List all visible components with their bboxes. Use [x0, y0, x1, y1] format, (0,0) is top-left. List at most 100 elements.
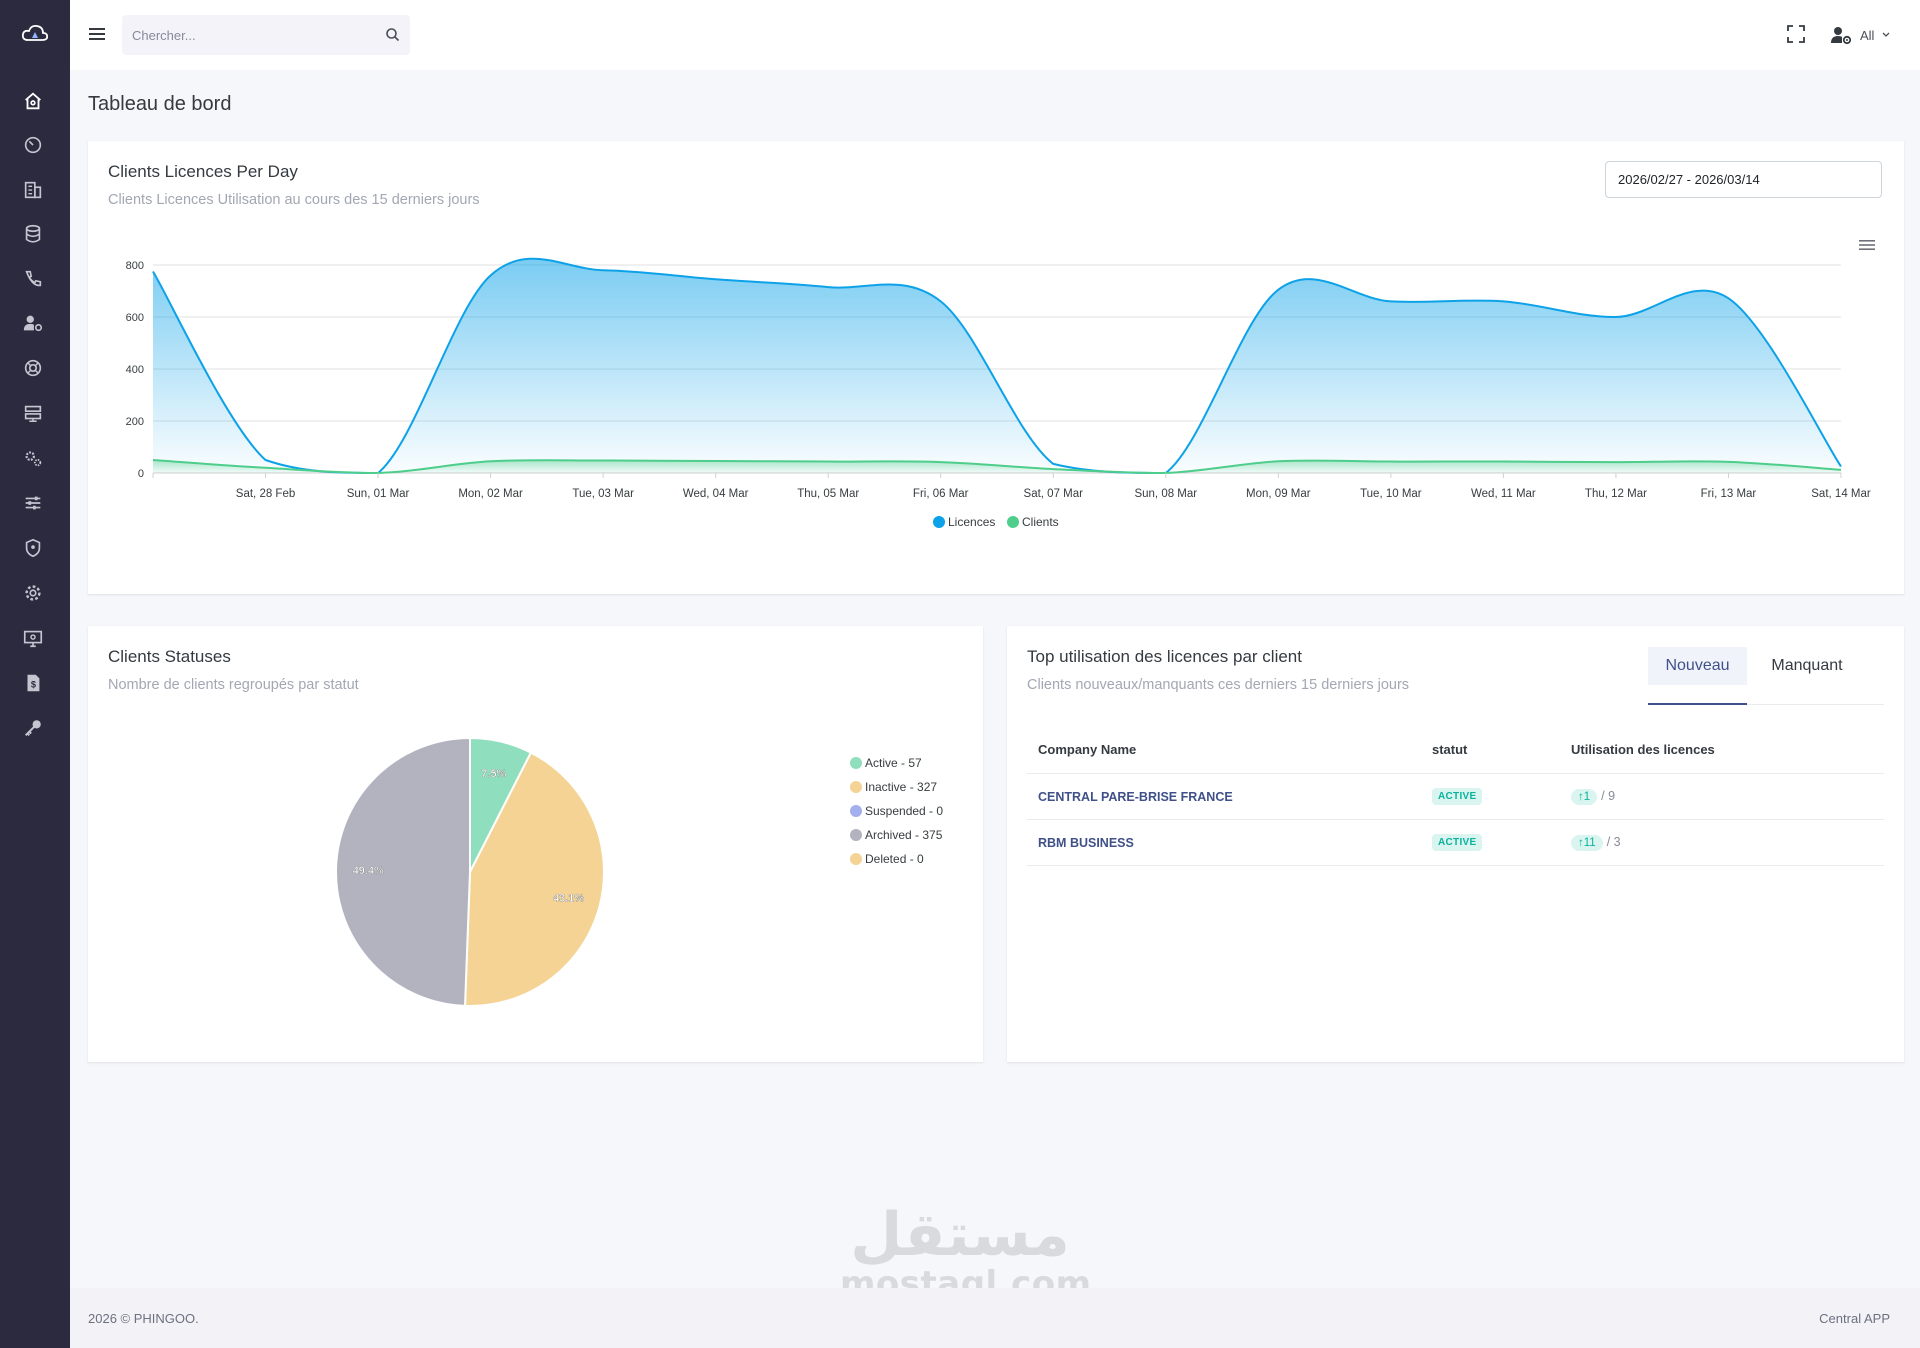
x-tick-label: Sat, 28 Feb — [236, 488, 295, 500]
company-link[interactable]: RBM BUSINESS — [1038, 835, 1134, 850]
database-icon — [25, 224, 41, 243]
card-subtitle: Clients nouveaux/manquants ces derniers … — [1027, 677, 1410, 693]
user-settings-icon — [23, 315, 43, 332]
sidebar-item-home[interactable] — [20, 88, 46, 114]
page-title: Tableau de bord — [88, 93, 232, 115]
x-tick-label: Mon, 02 Mar — [458, 488, 523, 500]
sidebar-item-building[interactable] — [20, 177, 46, 203]
sidebar-item-key[interactable] — [20, 715, 46, 741]
legend-label-inactive: Inactive - 327 — [865, 780, 937, 794]
x-tick-label: Mon, 09 Mar — [1246, 488, 1311, 500]
pie-slice-label: 7.5% — [481, 768, 506, 780]
sidebar-item-sliders[interactable] — [20, 490, 46, 516]
phone-call-icon — [25, 270, 42, 287]
footer: 2026 © PHINGOO. Central APP — [70, 1288, 1920, 1348]
column-header-company: Company Name — [1027, 726, 1421, 774]
user-scope-label: All — [1860, 27, 1875, 43]
table-header-row: Company Name statut Utilisation des lice… — [1027, 726, 1884, 774]
sidebar-item-database[interactable] — [20, 221, 46, 247]
pie-slice-label: 49.4% — [353, 865, 384, 877]
column-header-status: statut — [1421, 726, 1560, 774]
sidebar-item-phone-call[interactable] — [20, 266, 46, 292]
tabs-divider — [1648, 704, 1884, 705]
invoice-dollar-icon: $ — [27, 674, 40, 692]
watermark-arabic: مستقل — [850, 1200, 1070, 1270]
series-area-clients — [153, 460, 1841, 473]
server-icon — [24, 405, 42, 422]
tab-nouveau[interactable]: Nouveau — [1648, 647, 1747, 685]
date-range-picker[interactable] — [1605, 161, 1882, 198]
y-tick-label: 0 — [138, 468, 144, 480]
x-tick-label: Sat, 07 Mar — [1024, 488, 1084, 500]
fullscreen-icon[interactable] — [1785, 23, 1807, 45]
series-line-clients — [152, 459, 1842, 475]
card-title: Top utilisation des licences par client — [1027, 647, 1302, 666]
hamburger-menu-icon[interactable] — [86, 23, 108, 45]
x-tick-label: Tue, 03 Mar — [572, 488, 634, 500]
shield-icon — [25, 538, 41, 558]
active-tab-indicator — [1648, 703, 1747, 705]
y-tick-label: 200 — [126, 416, 144, 428]
sidebar-item-monitor[interactable] — [20, 625, 46, 651]
company-link[interactable]: CENTRAL PARE-BRISE FRANCE — [1038, 789, 1233, 804]
pie-slice-archived — [335, 736, 471, 1007]
sidebar-item-invoice-dollar[interactable]: $ — [20, 670, 46, 696]
series-area-licences — [153, 258, 1841, 473]
chevron-down-icon — [1882, 32, 1890, 37]
legend-marker-suspended — [850, 805, 862, 817]
legend-marker-clients — [1007, 516, 1019, 528]
legend-marker-licences — [933, 516, 945, 528]
x-tick-label: Sun, 01 Mar — [347, 488, 410, 500]
chart-menu-icon[interactable] — [1858, 238, 1876, 252]
topbar: All — [70, 0, 1920, 70]
sidebar-item-user-settings[interactable] — [20, 310, 46, 336]
x-tick-label: Thu, 05 Mar — [797, 488, 859, 500]
legend-label-archived: Archived - 375 — [865, 828, 943, 842]
sidebar-item-settings-gear[interactable] — [20, 580, 46, 606]
app-name: Central APP — [1819, 1311, 1890, 1326]
sidebar-item-server[interactable] — [20, 400, 46, 426]
sidebar: $ — [0, 0, 70, 1348]
sliders-icon — [25, 496, 41, 510]
y-tick-label: 800 — [126, 260, 144, 272]
legend-marker-archived — [850, 829, 862, 841]
support-lifebuoy-icon — [24, 359, 42, 377]
series-line-licences — [152, 257, 1842, 475]
table-row: RBM BUSINESS ACTIVE ↑11/ 3 — [1027, 819, 1884, 866]
home-icon — [25, 92, 41, 110]
card-title: Clients Licences Per Day — [108, 162, 298, 181]
search-icon[interactable] — [385, 27, 400, 42]
licence-usage-table: Company Name statut Utilisation des lice… — [1027, 726, 1884, 866]
table-row: CENTRAL PARE-BRISE FRANCE ACTIVE ↑1/ 9 — [1027, 773, 1884, 820]
x-tick-label: Wed, 04 Mar — [683, 488, 749, 500]
y-tick-label: 400 — [126, 364, 144, 376]
legend-label-licences: Licences — [948, 515, 995, 529]
legend-marker-deleted — [850, 853, 862, 865]
legend-label-clients: Clients — [1022, 515, 1059, 529]
sidebar-item-dashboard-speed[interactable] — [20, 132, 46, 158]
x-tick-label: Wed, 11 Mar — [1471, 488, 1536, 500]
licences-per-day-card: Clients Licences Per Day Clients Licence… — [88, 141, 1904, 594]
search-input[interactable] — [122, 15, 362, 55]
x-tick-label: Sun, 08 Mar — [1134, 488, 1197, 500]
usage-total: / 3 — [1606, 834, 1621, 849]
status-badge: ACTIVE — [1432, 788, 1483, 805]
key-icon — [24, 720, 41, 737]
x-tick-label: Tue, 10 Mar — [1360, 488, 1422, 500]
usage-total: / 9 — [1601, 788, 1616, 803]
svg-text:$: $ — [31, 680, 36, 690]
sidebar-item-shield[interactable] — [20, 535, 46, 561]
clients-statuses-card: Clients Statuses Nombre de clients regro… — [88, 626, 983, 1062]
cloud-logo-icon[interactable] — [20, 22, 50, 46]
legend-label-active: Active - 57 — [865, 756, 922, 770]
pie-slice-inactive — [463, 751, 605, 1007]
tab-manquant[interactable]: Manquant — [1771, 657, 1843, 674]
user-menu-button[interactable]: All — [1830, 22, 1890, 48]
x-tick-label: Sat, 14 Mar — [1811, 488, 1871, 500]
clients-statuses-pie-chart: 7.5% 43.1% 49.4% Active - 57 Inactive - 327 S… — [335, 736, 943, 1007]
legend-marker-inactive — [850, 781, 862, 793]
top-licence-usage-card: Top utilisation des licences par client … — [1007, 626, 1904, 1062]
building-icon — [24, 181, 42, 199]
sidebar-item-cogs[interactable] — [20, 445, 46, 471]
sidebar-item-support-lifebuoy[interactable] — [20, 355, 46, 381]
